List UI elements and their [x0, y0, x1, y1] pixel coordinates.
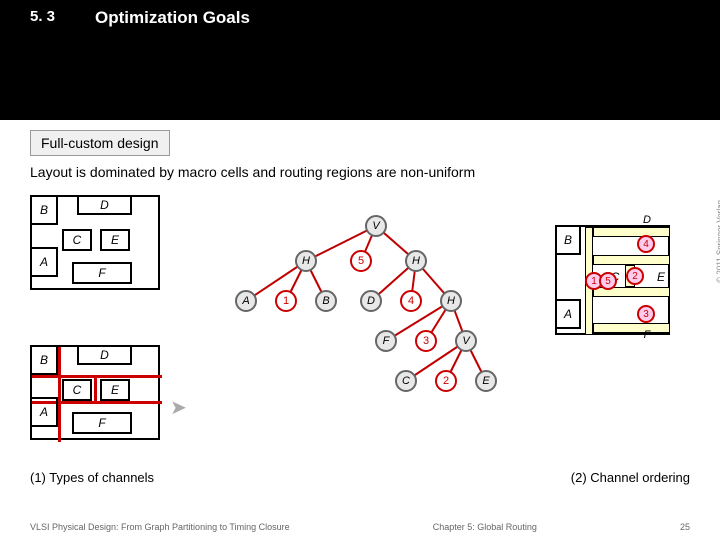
tree-node-3: 3 [415, 330, 437, 352]
block-F: F [72, 262, 132, 284]
tree-node-H3: H [440, 290, 462, 312]
block-A: A [30, 247, 58, 277]
section-number: 5. 3 [30, 8, 55, 25]
tree-node-V2: V [455, 330, 477, 352]
block-B: B [30, 345, 58, 375]
subtitle: Full-custom design [30, 130, 170, 156]
channel-region [593, 227, 670, 237]
caption-left: (1) Types of channels [30, 470, 154, 485]
slide-title: Optimization Goals [95, 8, 250, 28]
block-layout-2: B A D C E F [30, 345, 160, 440]
caption-right: (2) Channel ordering [571, 470, 690, 485]
block-E-label: E [651, 267, 671, 287]
block-F-label: F [637, 327, 657, 342]
block-B: B [30, 195, 58, 225]
block-D: D [77, 345, 132, 365]
diagram-area: B A D C E F B A D C E F ➤ VH5HA1BD4HF3VC… [30, 195, 690, 485]
tree-node-4: 4 [400, 290, 422, 312]
channel-line [94, 375, 97, 403]
block-E: E [100, 229, 130, 251]
block-A: A [30, 397, 58, 427]
channel-tree: VH5HA1BD4HF3VC2E [225, 215, 475, 375]
tree-node-E2: E [475, 370, 497, 392]
block-C: C [62, 229, 92, 251]
block-D: D [77, 195, 132, 215]
block-layout-1: B A D C E F [30, 195, 160, 290]
tree-node-C2: C [395, 370, 417, 392]
channel-line [32, 375, 162, 378]
tree-node-H2: H [405, 250, 427, 272]
footer-left: VLSI Physical Design: From Graph Partiti… [30, 522, 290, 532]
arrow-icon: ➤ [170, 395, 187, 420]
footer: VLSI Physical Design: From Graph Partiti… [30, 522, 690, 532]
tree-node-1: 1 [275, 290, 297, 312]
captions: (1) Types of channels (2) Channel orderi… [30, 470, 690, 485]
tree-node-V: V [365, 215, 387, 237]
tree-node-5: 5 [350, 250, 372, 272]
tree-node-H1: H [295, 250, 317, 272]
block-A: A [555, 299, 581, 329]
tree-node-A: A [235, 290, 257, 312]
block-D-label: D [627, 213, 667, 226]
copyright: © 2011 Springer Verlag [716, 200, 720, 283]
order-5: 5 [599, 272, 617, 290]
tree-node-B: B [315, 290, 337, 312]
tree-node-D: D [360, 290, 382, 312]
block-C: C [62, 379, 92, 401]
order-4: 4 [637, 235, 655, 253]
block-B: B [555, 225, 581, 255]
tree-node-F: F [375, 330, 397, 352]
footer-center: Chapter 5: Global Routing [433, 522, 537, 532]
ordered-layout: B A D C E F 1 5 2 3 4 [555, 225, 670, 335]
order-3: 3 [637, 305, 655, 323]
order-2: 2 [626, 267, 644, 285]
block-E: E [100, 379, 130, 401]
footer-right: 25 [680, 522, 690, 532]
tree-node-2: 2 [435, 370, 457, 392]
content-area: Full-custom design Layout is dominated b… [0, 120, 720, 495]
channel-region [593, 323, 670, 333]
block-F: F [72, 412, 132, 434]
channel-region [593, 255, 670, 265]
header-strip [0, 60, 720, 120]
description: Layout is dominated by macro cells and r… [30, 164, 690, 180]
channel-line [58, 347, 61, 442]
slide-header: 5. 3 Optimization Goals [0, 0, 720, 60]
